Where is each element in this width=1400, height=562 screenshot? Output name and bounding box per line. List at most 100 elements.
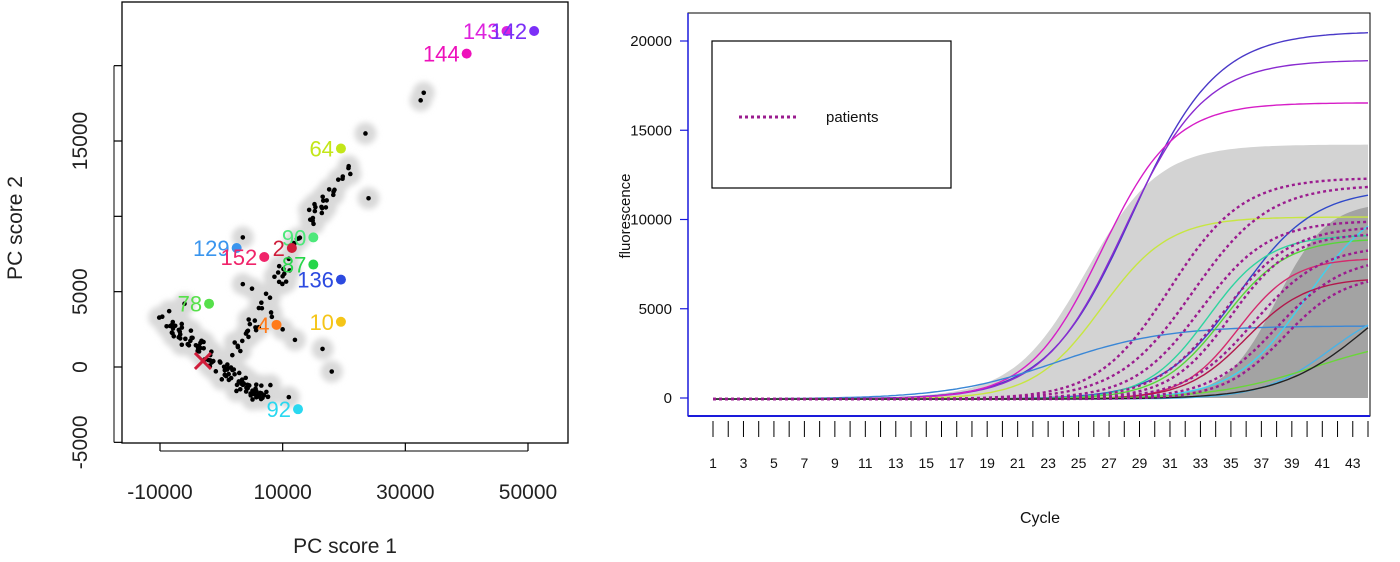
- scatter-point: [247, 321, 253, 327]
- x-tick-label: 50000: [499, 481, 557, 504]
- x-axis-label: Cycle: [1020, 510, 1060, 527]
- x-tick-label: 7: [800, 455, 808, 471]
- scatter-point: [177, 336, 183, 341]
- scatter-point: [292, 337, 298, 343]
- point-label: 10: [309, 310, 333, 335]
- x-tick-label: 43: [1345, 455, 1361, 471]
- scatter-point: [280, 327, 285, 332]
- x-tick-label: 15: [918, 455, 934, 471]
- patient-curves: [713, 177, 1369, 401]
- scatter-point: [311, 221, 316, 227]
- x-tick-label: 35: [1223, 455, 1239, 471]
- scatter-point: [265, 394, 271, 400]
- labeled-point: [271, 319, 282, 330]
- scatter-point: [201, 345, 206, 351]
- scatter-point: [259, 383, 264, 388]
- scatter-point: [234, 382, 240, 388]
- scatter-point: [252, 318, 258, 323]
- point-label: 144: [423, 42, 460, 67]
- x-tick-label: 31: [1162, 455, 1178, 471]
- scatter-point: [323, 205, 329, 210]
- scatter-point: [320, 198, 326, 203]
- scatter-point: [276, 279, 282, 285]
- labeled-point: [308, 259, 319, 270]
- labeled-point: [204, 298, 215, 309]
- labeled-point: [259, 252, 270, 263]
- patient-curve: [713, 280, 1369, 401]
- point-label: 143: [463, 19, 500, 44]
- scatter-point: [329, 369, 335, 374]
- scatter-point: [228, 365, 234, 370]
- scatter-point: [330, 192, 336, 198]
- scatter-point: [268, 310, 274, 315]
- x-tick-label: 5: [770, 455, 778, 471]
- labeled-point: [335, 274, 346, 285]
- scatter-point: [238, 348, 243, 354]
- point-label: 136: [297, 268, 334, 293]
- labeled-point: [286, 242, 297, 253]
- x-tick-label: 9: [831, 455, 839, 471]
- scatter-point: [221, 364, 227, 370]
- labeled-point: [308, 232, 319, 243]
- scatter-point: [340, 174, 346, 179]
- scatter-point: [182, 301, 187, 307]
- y-axis-label: PC score 2: [4, 176, 27, 280]
- scatter-point: [156, 315, 162, 320]
- scatter-point: [176, 327, 182, 333]
- scatter-point: [253, 382, 259, 387]
- scatter-point: [259, 305, 265, 311]
- scatter-point: [286, 394, 292, 400]
- y-axis-label: fluorescence: [617, 173, 634, 258]
- scatter-point: [312, 208, 318, 214]
- labeled-point: [501, 26, 512, 37]
- scatter-point: [209, 360, 215, 365]
- scatter-point: [256, 392, 262, 398]
- scatter-point: [240, 235, 246, 240]
- scatter-point: [253, 327, 259, 333]
- y-axis: 0 5000 10000 15000 20000: [630, 33, 688, 407]
- scatter-point: [260, 395, 265, 401]
- x-tick-label: 17: [949, 455, 965, 471]
- scatter-point: [268, 382, 273, 388]
- y-tick-label: 15000: [69, 112, 92, 170]
- scatter-point: [264, 389, 269, 395]
- point-label: 64: [309, 137, 333, 162]
- scatter-point: [237, 386, 243, 392]
- y-axis: -5000 0 5000 15000: [69, 65, 122, 469]
- point-label: 92: [267, 397, 291, 422]
- scatter-point: [275, 270, 281, 275]
- scatter-point: [281, 271, 287, 277]
- x-tick-label: 10000: [253, 481, 311, 504]
- y-tick-label: 15000: [630, 122, 672, 139]
- scatter-point: [223, 373, 229, 379]
- scatter-point: [263, 291, 269, 297]
- x-tick-label: 25: [1071, 455, 1087, 471]
- scatter-point: [179, 342, 185, 348]
- scatter-point: [267, 295, 273, 301]
- scatter-point: [219, 377, 225, 382]
- scatter-point: [243, 375, 248, 381]
- scatter-point: [312, 201, 317, 207]
- scatter-point: [286, 256, 292, 262]
- scatter-point: [421, 90, 427, 96]
- scatter-point: [256, 324, 262, 330]
- scatter-point: [195, 348, 200, 354]
- x-tick-label: 27: [1101, 455, 1117, 471]
- x-tick-label: 29: [1132, 455, 1148, 471]
- y-tick-label: 0: [69, 361, 92, 373]
- scatter-point: [335, 177, 341, 182]
- scatter-point: [199, 338, 204, 344]
- labeled-point: [293, 404, 303, 415]
- x-tick-label: 23: [1040, 455, 1056, 471]
- scatter-point: [326, 187, 332, 192]
- scatter-point: [236, 370, 242, 376]
- scatter-point: [249, 286, 255, 291]
- y-tick-label: 0: [664, 390, 672, 407]
- x-tick-label: 21: [1010, 455, 1026, 471]
- scatter-point: [310, 215, 316, 221]
- scatter-point: [253, 386, 258, 391]
- scatter-point: [183, 336, 188, 342]
- envelope-inner: [713, 206, 1368, 398]
